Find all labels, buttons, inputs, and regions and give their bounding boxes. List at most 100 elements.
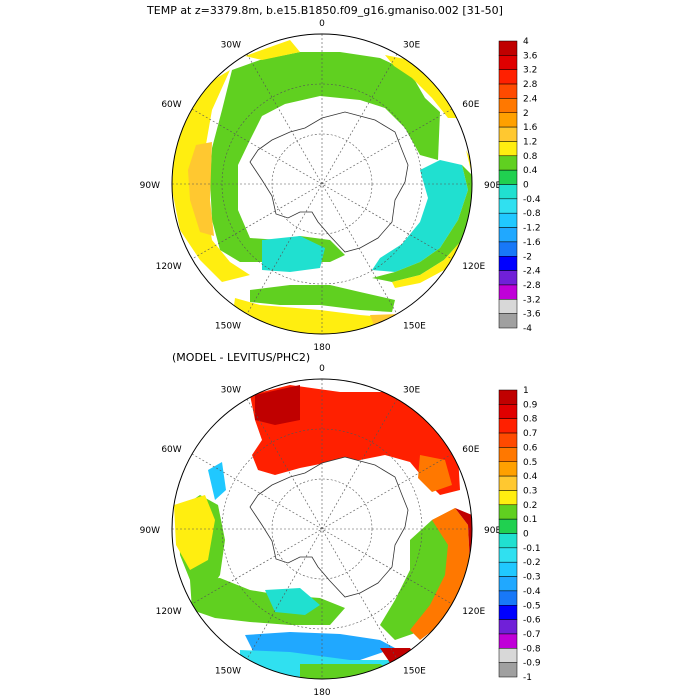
bottom-colorbar-swatch xyxy=(498,576,518,592)
bottom-region-atlantic-red xyxy=(250,385,460,495)
bottom-lon-label: 90E xyxy=(484,526,501,536)
bottom-colorbar-swatch xyxy=(498,418,518,434)
bottom-colorbar-swatch xyxy=(498,389,518,405)
bottom-colorbar-label: -0.7 xyxy=(523,630,541,640)
top-colorbar-label: 3.2 xyxy=(523,66,537,76)
bottom-map: 0 30E 60E 90E 120E 150E 180 150W 120W 90W 60W 30W 1… xyxy=(140,364,541,698)
top-region-indian-green xyxy=(372,165,472,282)
bottom-lon-label: 120W xyxy=(156,607,182,617)
bottom-colorbar-swatch xyxy=(498,518,518,534)
top-region-atlantic-yellow xyxy=(172,70,250,282)
bottom-colorbar-swatch xyxy=(498,561,518,577)
top-colorbar-label: 2.4 xyxy=(523,94,538,104)
top-graticule xyxy=(172,34,472,334)
bottom-region-indian-orange xyxy=(410,508,470,640)
bottom-colorbar-label: 0.7 xyxy=(523,429,537,439)
bottom-region-west-cyan xyxy=(208,462,226,500)
top-colorbar-swatch xyxy=(498,112,518,128)
top-colorbar-swatch xyxy=(498,83,518,99)
bottom-colorbar-swatch xyxy=(498,648,518,663)
top-colorbar-label: 0.8 xyxy=(523,152,538,162)
top-region-pacific-green xyxy=(250,285,395,312)
top-colorbar-swatch xyxy=(498,256,518,271)
top-colorbar-label: -0.4 xyxy=(523,195,541,205)
bottom-colorbar-label: 0.5 xyxy=(523,458,537,468)
bottom-colorbar-label: 0.8 xyxy=(523,415,538,425)
top-lon-label: 90W xyxy=(140,181,160,191)
top-colorbar-swatch xyxy=(498,270,518,286)
bottom-longitude-labels: 0 30E 60E 90E 120E 150E 180 150W 120W 90W 60W 30W xyxy=(140,364,502,698)
top-colorbar-swatch xyxy=(498,198,518,214)
bottom-colorbar-swatch xyxy=(498,605,518,620)
top-lon-label: 30E xyxy=(403,41,420,51)
bottom-region-pacific-cyan xyxy=(265,588,320,615)
bottom-colorbar-swatch xyxy=(498,432,518,448)
top-colorbar-swatch xyxy=(498,169,518,185)
bottom-colorbar-swatch xyxy=(498,662,518,678)
top-colorbar-swatch xyxy=(498,241,518,257)
bottom-map-border xyxy=(171,378,473,680)
bottom-lon-label: 180 xyxy=(313,688,330,698)
top-colorbar-label: -2 xyxy=(523,252,532,262)
bottom-antarctica-coast xyxy=(249,456,409,598)
bottom-colorbar-label: -0.1 xyxy=(523,544,541,554)
top-map-border xyxy=(171,33,473,335)
top-lon-label: 120E xyxy=(462,262,485,272)
bottom-colorbar: 1 0.9 0.8 0.7 0.6 0.5 0.4 0.3 0.2 0.1 0 -0.1 -0.2 -0.… xyxy=(498,386,541,683)
bottom-lon-label: 120E xyxy=(462,607,485,617)
bottom-colorbar-label: -0.9 xyxy=(523,659,541,669)
top-colorbar-swatch xyxy=(498,55,518,70)
bottom-colorbar-label: -0.8 xyxy=(523,644,541,654)
top-colorbar-label: -1.6 xyxy=(523,238,541,248)
bottom-colorbar-swatch xyxy=(498,533,518,549)
bottom-lon-label: 150E xyxy=(403,666,426,676)
top-colorbar-swatch xyxy=(498,184,518,200)
top-colorbar-swatch xyxy=(498,313,518,329)
top-colorbar-label: -2.4 xyxy=(523,267,541,277)
bottom-colorbar-swatch xyxy=(498,504,518,520)
top-colorbar-label: -2.8 xyxy=(523,281,541,291)
top-colorbar-swatch xyxy=(498,69,518,85)
top-colorbar-label: 3.6 xyxy=(523,51,538,61)
bottom-region-atlantic-darkred xyxy=(255,385,300,425)
top-antarctica-coast xyxy=(249,111,409,253)
bottom-colorbar-label: 1 xyxy=(523,386,529,396)
bottom-lon-label: 60E xyxy=(462,445,479,455)
top-colorbar-label: -3.6 xyxy=(523,310,541,320)
bottom-colorbar-swatch xyxy=(498,490,518,506)
top-lon-label: 150E xyxy=(403,321,426,331)
bottom-colorbar-label: 0 xyxy=(523,530,529,540)
bottom-lon-label: 60W xyxy=(161,445,181,455)
bottom-colorbar-label: 0.6 xyxy=(523,443,538,453)
top-region-ne-yellow xyxy=(385,55,460,118)
bottom-colorbar-swatch xyxy=(498,447,518,462)
top-colorbar-swatch xyxy=(498,141,518,157)
top-map: 0 30E 60E 90E 120E 150E 180 150W 120W 90W 60W 30W 4… xyxy=(140,19,541,353)
top-colorbar-label: 2.8 xyxy=(523,80,538,90)
bottom-lon-label: 0 xyxy=(319,364,325,374)
top-colorbar-swatch xyxy=(498,284,518,300)
figure-subtitle: (MODEL - LEVITUS/PHC2) xyxy=(172,351,310,364)
top-colorbar-swatch xyxy=(498,227,518,243)
bottom-colorbar-label: 0.2 xyxy=(523,501,537,511)
bottom-lon-label: 90W xyxy=(140,526,160,536)
top-region-indian-cyan xyxy=(372,160,468,272)
top-colorbar-label: -3.2 xyxy=(523,295,541,305)
bottom-region-west-yellow xyxy=(174,495,215,570)
top-colorbar-label: 1.2 xyxy=(523,137,537,147)
bottom-lon-label: 30E xyxy=(403,386,420,396)
top-lon-label: 0 xyxy=(319,19,325,29)
bottom-colorbar-swatch xyxy=(498,404,518,419)
top-lon-label: 60E xyxy=(462,100,479,110)
top-colorbar-swatch xyxy=(498,40,518,56)
top-longitude-labels: 0 30E 60E 90E 120E 150E 180 150W 120W 90W 60W 30W xyxy=(140,19,502,353)
bottom-colorbar-label: -1 xyxy=(523,673,532,683)
bottom-colorbar-swatch xyxy=(498,590,518,606)
bottom-colorbar-label: -0.2 xyxy=(523,558,541,568)
bottom-colorbar-swatch xyxy=(498,461,518,477)
bottom-colorbar-label: -0.5 xyxy=(523,601,541,611)
top-colorbar-label: 1.6 xyxy=(523,123,538,133)
bottom-lon-label: 150W xyxy=(215,666,241,676)
top-colorbar-label: 0.4 xyxy=(523,166,538,176)
